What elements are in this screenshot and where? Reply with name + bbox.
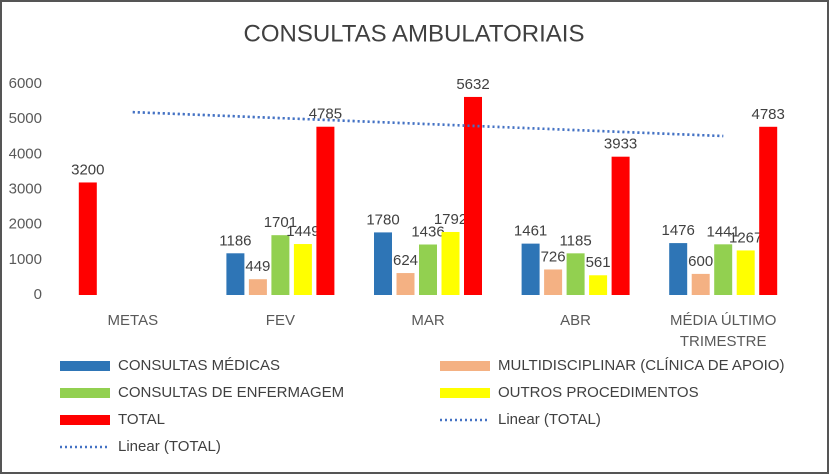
legend-swatch [60, 388, 110, 398]
bar [419, 244, 437, 295]
y-tick-label: 3000 [9, 180, 42, 197]
data-label: 3933 [604, 136, 637, 153]
legend-swatch [440, 388, 490, 398]
x-tick-label: MAR [411, 312, 445, 329]
legend-label: TOTAL [118, 411, 165, 428]
bar [226, 253, 245, 295]
bar [611, 156, 630, 295]
bar [316, 126, 335, 295]
legend-label: OUTROS PROCEDIMENTOS [498, 384, 699, 401]
bar [714, 244, 733, 295]
data-label: 1461 [514, 223, 547, 240]
trendline [132, 110, 724, 138]
bar [759, 126, 778, 295]
x-tick-label-box: METAS [107, 312, 159, 329]
bar [566, 253, 585, 295]
bar [78, 182, 97, 295]
bar [271, 235, 290, 295]
data-label: 1701 [264, 214, 297, 231]
legend-label: MULTIDISCIPLINAR (CLÍNICA DE APOIO) [498, 357, 784, 374]
data-label: 600 [688, 253, 713, 270]
legend-swatch [60, 415, 110, 425]
y-tick-label: 5000 [9, 110, 42, 127]
data-label: 1436 [411, 223, 444, 240]
data-label: 1780 [366, 211, 399, 228]
x-tick-label: ABR [560, 312, 592, 329]
x-tick-label-box: FEV [265, 312, 295, 329]
y-tick-label: 6000 [9, 75, 42, 92]
legend-label: CONSULTAS MÉDICAS [118, 357, 280, 374]
bar [441, 231, 460, 295]
bar [464, 96, 482, 295]
x-tick-label: MÉDIA ÚLTIMO TRIMESTRE [669, 312, 777, 350]
data-label: 5632 [456, 76, 489, 93]
bar [374, 232, 392, 295]
data-label: 624 [393, 252, 418, 269]
bar [669, 243, 688, 295]
legend-label: Linear (TOTAL) [118, 438, 221, 455]
x-tick-label: FEV [265, 312, 295, 329]
y-tick-label: 0 [34, 286, 42, 303]
bar [589, 275, 608, 295]
bar [293, 244, 312, 295]
chart-title: CONSULTAS AMBULATORIAIS [244, 20, 585, 47]
data-label: 3200 [71, 161, 104, 178]
x-tick-label: METAS [107, 312, 159, 329]
data-label: 1185 [559, 232, 591, 249]
bar [248, 279, 267, 295]
data-label: 4783 [752, 106, 785, 123]
data-label: 1792 [434, 211, 467, 228]
bar [736, 250, 755, 295]
x-tick-label-box: ABR [560, 312, 592, 329]
legend-swatch [440, 361, 490, 371]
x-tick-label-box: MÉDIA ÚLTIMO TRIMESTRE [669, 312, 777, 350]
y-tick-label: 2000 [9, 216, 42, 233]
legend-label: CONSULTAS DE ENFERMAGEM [118, 384, 344, 401]
bar [521, 243, 540, 295]
legend-swatch [60, 361, 110, 371]
data-label: 726 [541, 248, 566, 265]
data-label: 1267 [729, 229, 762, 246]
data-label: 561 [586, 254, 611, 271]
bar [396, 273, 415, 295]
data-label: 4785 [309, 106, 342, 123]
x-tick-label-box: MAR [411, 312, 445, 329]
data-label: 1441 [707, 223, 740, 240]
bar [691, 273, 710, 295]
data-label: 1449 [286, 223, 319, 240]
y-tick-label: 4000 [9, 145, 42, 162]
legend-label: Linear (TOTAL) [498, 411, 601, 428]
bar [544, 269, 563, 295]
y-tick-label: 1000 [9, 251, 42, 268]
data-label: 449 [245, 258, 270, 275]
data-label: 1476 [662, 222, 695, 239]
data-label: 1186 [219, 232, 251, 249]
